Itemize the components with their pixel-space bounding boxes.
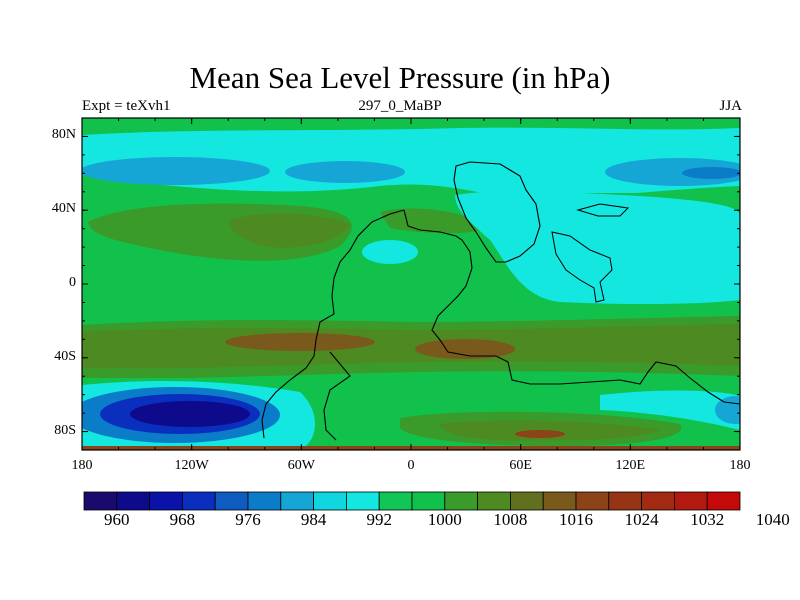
colorbar-swatch (280, 491, 314, 511)
outline-east (403, 209, 740, 405)
outline-south-arm (323, 351, 351, 441)
colorbar-swatch (706, 491, 741, 511)
field-npac-high-core (229, 213, 350, 248)
field-north-low-core (682, 167, 740, 179)
field-subtropical-core (82, 324, 740, 369)
y-tick-label: 40N (51, 201, 76, 217)
colorbar-swatch (83, 491, 118, 511)
colorbar-swatch (444, 491, 478, 511)
colorbar-label: 1008 (493, 510, 528, 529)
field-natl-high (380, 208, 485, 234)
colorbar-swatch (149, 491, 183, 511)
experiment-label: Expt = teXvh1 (82, 98, 171, 114)
axis-ticks (81, 117, 741, 451)
outline-east-block (551, 231, 613, 303)
field-north-low-3 (605, 158, 740, 186)
colorbar-swatch (641, 491, 675, 511)
outline-west (261, 209, 405, 439)
pressure-fields (82, 118, 740, 450)
colorbar (83, 491, 741, 511)
field-north-low-2 (285, 161, 405, 183)
x-tick-label: 180 (729, 458, 751, 473)
colorbar-swatch (608, 491, 642, 511)
field-arctic-high (82, 118, 740, 135)
field-small-low (362, 240, 418, 264)
colorbar-swatch (411, 491, 446, 511)
field-south-low-core (130, 401, 250, 427)
colorbar-swatch (378, 491, 413, 511)
field-high-cell-1 (225, 333, 375, 351)
colorbar-swatch (247, 491, 282, 511)
colorbar-swatch (214, 491, 249, 511)
colorbar-swatch (542, 491, 577, 511)
colorbar-label: 960 (104, 510, 130, 529)
x-tick-label: 60W (287, 458, 315, 473)
colorbar-label: 976 (235, 510, 261, 529)
season-label: JJA (719, 98, 742, 114)
field-high-cell-2 (415, 339, 515, 359)
x-tick-label: 180 (71, 458, 93, 473)
x-tick-label: 120E (615, 458, 646, 473)
colorbar-swatch (477, 491, 511, 511)
colorbar-label: 1032 (690, 510, 725, 529)
colorbar-label: 1016 (559, 510, 593, 529)
colorbar-swatch (509, 491, 544, 511)
chart-title: Mean Sea Level Pressure (in hPa) (189, 60, 611, 95)
colorbar-label: 992 (366, 510, 392, 529)
colorbar-swatch (181, 491, 216, 511)
y-tick-label: 80S (54, 422, 76, 438)
field-north-low-1 (82, 157, 270, 185)
time-label: 297_0_MaBP (358, 98, 442, 114)
colorbar-swatch (674, 491, 708, 511)
colorbar-swatch (116, 491, 151, 511)
x-tick-label: 120W (174, 458, 209, 473)
colorbar-label: 968 (169, 510, 196, 529)
field-south-cyan-east (600, 390, 740, 430)
outline-north-east (576, 203, 630, 217)
colorbar-swatch (575, 491, 610, 511)
field-antarctic-high-peak (515, 430, 565, 438)
colorbar-label: 1000 (427, 510, 462, 529)
colorbar-label: 1040 (755, 510, 790, 529)
field-asian-low (455, 191, 740, 305)
y-tick-label: 0 (69, 275, 76, 290)
colorbar-swatch (345, 491, 380, 511)
colorbar-swatch (313, 491, 347, 511)
outline-north-block (453, 161, 541, 263)
x-tick-label: 60E (509, 458, 532, 473)
y-tick-label: 40S (54, 348, 76, 364)
colorbar-label: 984 (300, 510, 327, 529)
y-tick-label: 80N (51, 127, 76, 143)
x-tick-label: 0 (407, 458, 415, 473)
colorbar-label: 1024 (624, 510, 659, 529)
